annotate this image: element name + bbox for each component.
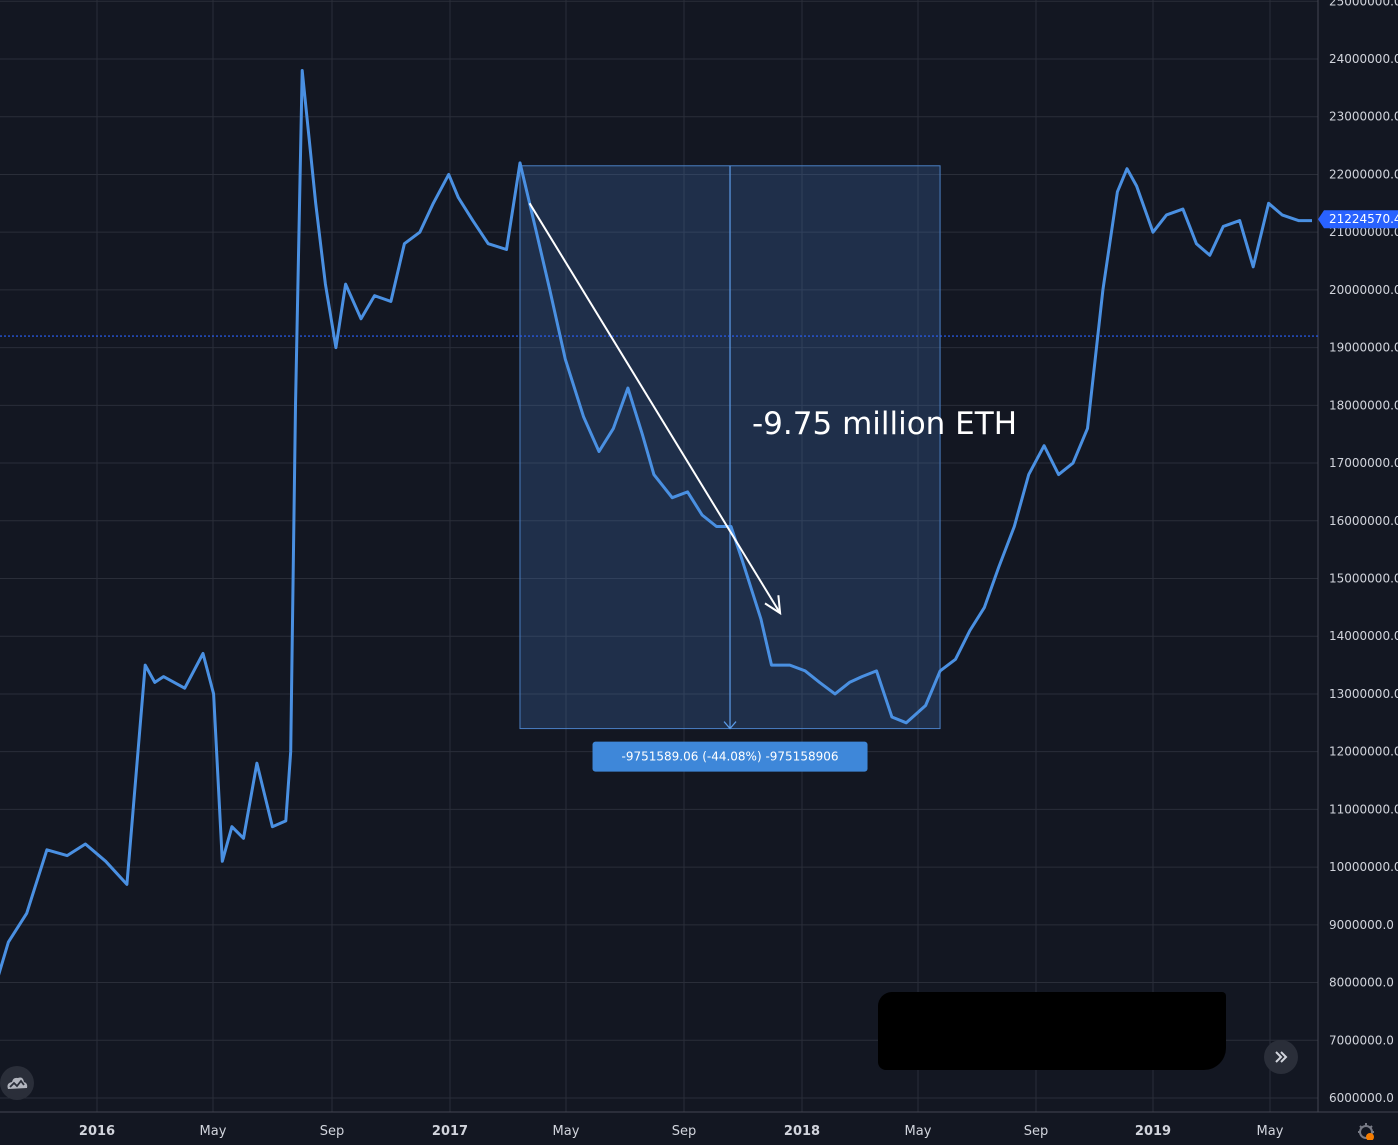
redaction-block bbox=[878, 992, 1226, 1070]
y-tick-label: 7000000.0 bbox=[1329, 1033, 1394, 1047]
measure-box[interactable]: -9751589.06 (-44.08%) -975158906 bbox=[519, 165, 941, 772]
x-tick-label: May bbox=[553, 1124, 580, 1139]
double-chevron-right-icon bbox=[1275, 1051, 1288, 1063]
y-tick-label: 22000000.0 bbox=[1329, 167, 1398, 181]
y-tick-label: 20000000.0 bbox=[1329, 283, 1398, 297]
y-tick-label: 21000000.0 bbox=[1329, 225, 1398, 239]
measure-arrowhead bbox=[723, 721, 737, 730]
x-tick-label: 2019 bbox=[1135, 1124, 1171, 1139]
annotation-text: -9.75 million ETH bbox=[752, 406, 1017, 442]
measure-label: -9751589.06 (-44.08%) -975158906 bbox=[622, 750, 839, 764]
y-tick-label: 14000000.0 bbox=[1329, 629, 1398, 643]
y-tick-label: 16000000.0 bbox=[1329, 514, 1398, 528]
y-tick-label: 10000000.0 bbox=[1329, 860, 1398, 874]
series-line bbox=[0, 69, 1312, 976]
tradingview-logo-icon[interactable] bbox=[0, 1066, 34, 1100]
x-tick-label: 2018 bbox=[784, 1124, 820, 1139]
y-tick-label: 13000000.0 bbox=[1329, 687, 1398, 701]
scroll-to-realtime-button[interactable] bbox=[1264, 1040, 1298, 1074]
y-tick-label: 18000000.0 bbox=[1329, 398, 1398, 412]
y-tick-label: 9000000.0 bbox=[1329, 918, 1394, 932]
y-tick-label: 24000000.0 bbox=[1329, 52, 1398, 66]
arrow-shaft bbox=[528, 202, 781, 614]
y-tick-label: 8000000.0 bbox=[1329, 976, 1394, 990]
gear-icon[interactable] bbox=[1354, 1118, 1378, 1141]
y-tick-label: 19000000.0 bbox=[1329, 341, 1398, 355]
x-tick-label: Sep bbox=[1024, 1124, 1049, 1139]
y-tick-label: 15000000.0 bbox=[1329, 572, 1398, 586]
x-tick-label: May bbox=[1257, 1124, 1284, 1139]
series-path bbox=[0, 69, 1312, 976]
x-tick-label: May bbox=[200, 1124, 227, 1139]
y-tick-label: 23000000.0 bbox=[1329, 110, 1398, 124]
measure-label-box bbox=[592, 741, 868, 772]
trend-arrow[interactable] bbox=[528, 202, 782, 616]
x-tick-label: 2017 bbox=[432, 1124, 468, 1139]
y-tick-label: 17000000.0 bbox=[1329, 456, 1398, 470]
annotation-layer: -9.75 million ETH bbox=[752, 406, 1017, 442]
x-axis: 2016 May Sep 2017 May Sep 2018 May Sep 2019 May bbox=[79, 1124, 1284, 1139]
x-tick-label: 2016 bbox=[79, 1124, 115, 1139]
x-tick-label: Sep bbox=[672, 1124, 697, 1139]
y-tick-label: 25000000.0 bbox=[1329, 0, 1398, 8]
y-axis: 6000000.0 7000000.0 8000000.0 9000000.0 1000… bbox=[1318, 0, 1398, 1105]
y-tick-label: 12000000.0 bbox=[1329, 745, 1398, 759]
current-price-tag bbox=[1318, 210, 1398, 229]
y-tick-label: 11000000.0 bbox=[1329, 802, 1398, 816]
x-tick-label: May bbox=[905, 1124, 932, 1139]
arrow-head bbox=[764, 595, 782, 616]
current-price-label: 21224570.4 bbox=[1329, 212, 1398, 226]
y-tick-label: 6000000.0 bbox=[1329, 1091, 1394, 1105]
x-tick-label: Sep bbox=[320, 1124, 345, 1139]
